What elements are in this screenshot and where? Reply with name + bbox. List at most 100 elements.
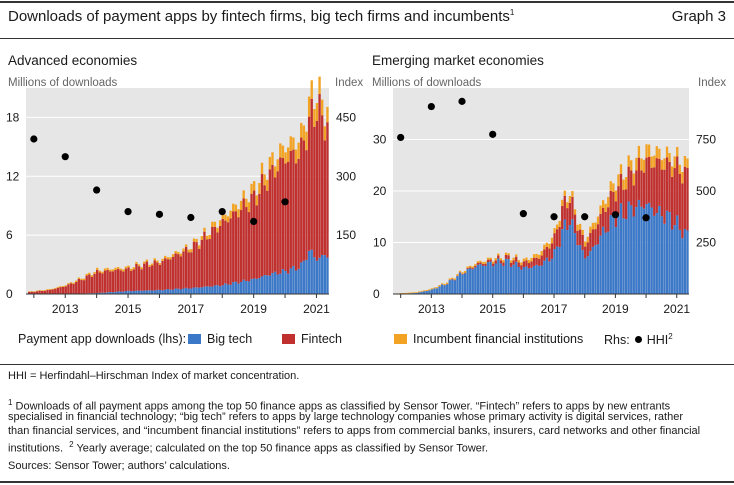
bar-segment xyxy=(143,261,146,264)
legend-prefix: Payment app downloads (lhs): xyxy=(18,332,187,346)
bar-segment xyxy=(527,268,531,294)
bar-segment xyxy=(591,229,595,247)
bar-segment xyxy=(95,267,99,270)
legend-item-fintech: Fintech xyxy=(282,332,342,346)
bar-segment xyxy=(109,291,112,294)
bar-segment xyxy=(515,261,518,294)
bar-segment xyxy=(594,222,597,230)
bar-segment xyxy=(553,233,556,250)
bar-segment xyxy=(224,220,227,284)
bar-segment xyxy=(59,287,62,294)
bar-segment xyxy=(213,285,217,294)
bar-segment xyxy=(27,291,31,292)
bar-segment xyxy=(686,230,689,294)
bar-segment xyxy=(216,232,219,286)
bar-segment xyxy=(530,261,533,268)
bar-segment xyxy=(668,212,671,294)
bar-segment xyxy=(300,262,303,294)
bar-segment xyxy=(612,215,615,294)
bar-segment xyxy=(292,265,295,294)
footnote-1-text-1: Downloads of all payment apps among the … xyxy=(15,400,671,413)
hhi-point xyxy=(489,130,497,138)
bar-segment xyxy=(205,235,209,240)
y-tick-label-right: 250 xyxy=(696,236,716,250)
bar-segment xyxy=(594,245,597,294)
bar-segment xyxy=(619,164,623,174)
bar-segment xyxy=(504,252,508,255)
bar-segment xyxy=(310,80,313,99)
bar-segment xyxy=(153,290,156,294)
bar-segment xyxy=(258,278,261,294)
bar-segment xyxy=(103,292,107,294)
bar-segment xyxy=(543,244,546,250)
bar-segment xyxy=(203,231,206,287)
bar-segment xyxy=(517,260,520,263)
bar-segment xyxy=(522,266,526,294)
bar-segment xyxy=(326,106,329,123)
bar-segment xyxy=(596,224,600,245)
bar-segment xyxy=(415,292,418,293)
bar-segment xyxy=(169,289,172,294)
bar-segment xyxy=(405,292,408,294)
bar-segment xyxy=(252,278,256,294)
bar-segment xyxy=(179,253,183,257)
bar-segment xyxy=(35,291,39,294)
bar-segment xyxy=(143,263,146,291)
bar-segment xyxy=(124,268,128,292)
bar-segment xyxy=(584,246,587,259)
bar-segment xyxy=(627,155,630,167)
bar-segment xyxy=(614,227,618,294)
bar-segment xyxy=(326,122,329,258)
bar-segment xyxy=(645,204,648,294)
bar-segment xyxy=(435,288,439,294)
bar-segment xyxy=(607,231,610,294)
bar-segment xyxy=(489,257,492,260)
bar-segment xyxy=(239,281,243,294)
bar-segment xyxy=(589,251,592,294)
bar-segment xyxy=(543,249,546,261)
bar-segment xyxy=(41,290,44,291)
bar-segment xyxy=(665,157,669,211)
bar-segment xyxy=(624,219,628,294)
bar-segment xyxy=(571,219,574,294)
bar-segment xyxy=(624,177,628,190)
bar-segment xyxy=(305,150,308,260)
bar-segment xyxy=(555,224,559,230)
bar-segment xyxy=(591,222,595,230)
bar-segment xyxy=(527,259,531,264)
bar-segment xyxy=(101,271,104,274)
bar-segment xyxy=(276,171,279,275)
bar-segment xyxy=(550,237,554,244)
bar-segment xyxy=(302,260,306,294)
bar-segment xyxy=(90,275,94,277)
bar-segment xyxy=(169,257,172,260)
bar-segment xyxy=(150,290,154,294)
bar-segment xyxy=(218,286,222,294)
bar-segment xyxy=(164,289,167,294)
bar-segment xyxy=(451,277,454,279)
bar-segment xyxy=(221,285,224,294)
bar-segment xyxy=(242,279,245,294)
bar-segment xyxy=(48,289,52,290)
bar-segment xyxy=(417,292,421,294)
bar-segment xyxy=(479,262,482,265)
bar-segment xyxy=(169,259,172,290)
bar-segment xyxy=(48,289,52,294)
bar-segment xyxy=(247,212,251,282)
bar-segment xyxy=(302,125,306,141)
bar-segment xyxy=(573,209,577,215)
bar-segment xyxy=(530,257,533,262)
bar-segment xyxy=(200,287,204,294)
bar-segment xyxy=(576,224,579,231)
bar-segment xyxy=(156,260,159,263)
bar-segment xyxy=(622,218,625,294)
bar-segment xyxy=(573,233,577,294)
bar-segment xyxy=(273,177,277,272)
bar-segment xyxy=(184,246,188,288)
bar-segment xyxy=(287,147,290,162)
bar-segment xyxy=(619,203,623,294)
hhi-definition: HHI = Herfindahl–Hirschman Index of mark… xyxy=(8,370,300,382)
bar-segment xyxy=(653,167,656,216)
bar-segment xyxy=(660,169,664,217)
bar-segment xyxy=(190,252,193,289)
